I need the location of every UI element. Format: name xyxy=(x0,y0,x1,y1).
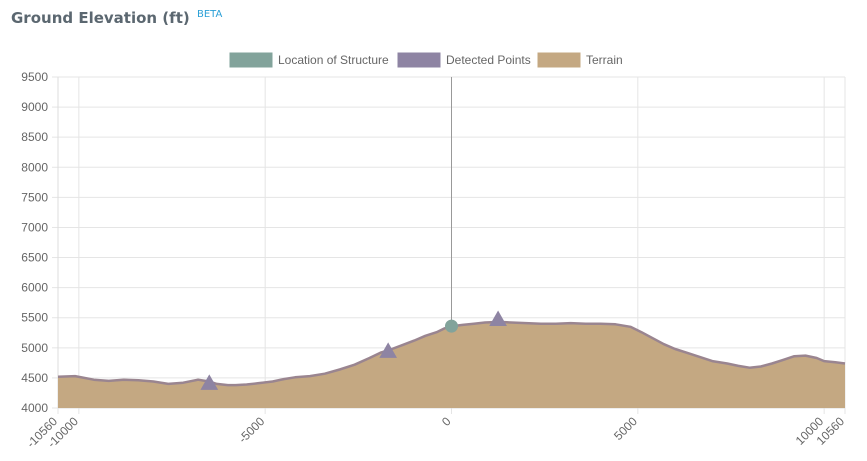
y-tick-label: 7500 xyxy=(21,190,48,204)
chart-title: Ground Elevation (ft) BETA xyxy=(11,9,222,27)
legend-label[interactable]: Terrain xyxy=(586,53,623,67)
x-tick-label: -5000 xyxy=(236,414,268,446)
y-tick-label: 9000 xyxy=(21,100,48,114)
y-tick-label: 4000 xyxy=(21,401,48,415)
y-axis: 4000 4500 5000 5500 6000 6500 7000 7500 8000 8500… xyxy=(21,70,48,415)
legend-swatch[interactable] xyxy=(229,52,273,68)
chart-title-text: Ground Elevation (ft) xyxy=(11,9,190,27)
y-tick-label: 8500 xyxy=(21,130,48,144)
y-tick-label: 6500 xyxy=(21,251,48,265)
terrain-area xyxy=(58,321,845,408)
plot-area xyxy=(57,310,846,408)
y-tick-label: 8000 xyxy=(21,160,48,174)
chart-legend[interactable]: Location of Structure Detected Points Terr… xyxy=(229,52,623,68)
y-tick-label: 4500 xyxy=(21,371,48,385)
x-tick-label: 0 xyxy=(439,414,454,429)
detected-point-marker[interactable] xyxy=(200,374,219,390)
structure-location-marker[interactable] xyxy=(445,319,458,333)
legend-swatch[interactable] xyxy=(537,52,581,68)
detected-point-marker[interactable] xyxy=(489,310,507,327)
legend-label[interactable]: Detected Points xyxy=(446,53,531,67)
detected-point-marker[interactable] xyxy=(379,342,398,358)
chart-grid xyxy=(52,76,846,414)
y-tick-label: 6000 xyxy=(21,281,48,295)
y-tick-label: 5000 xyxy=(21,341,48,355)
beta-badge: BETA xyxy=(196,9,223,20)
legend-swatch[interactable] xyxy=(397,52,441,68)
y-tick-label: 9500 xyxy=(21,70,48,84)
y-tick-label: 7000 xyxy=(21,220,48,234)
legend-label[interactable]: Location of Structure xyxy=(278,53,389,67)
y-tick-label: 5500 xyxy=(21,311,48,325)
x-tick-label: 5000 xyxy=(611,414,640,443)
